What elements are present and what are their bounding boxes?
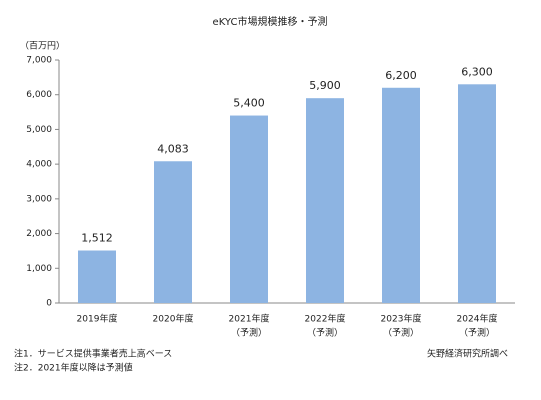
- bar: [154, 161, 192, 303]
- data-label: 5,400: [233, 97, 265, 110]
- y-tick-label: 3,000: [26, 194, 52, 204]
- bar: [78, 250, 116, 303]
- x-tick-label: （予測）: [459, 327, 495, 339]
- note: 注2．2021年度以降は予測値: [14, 362, 133, 374]
- y-tick-label: 4,000: [26, 160, 52, 170]
- x-tick-label: 2024年度: [457, 313, 498, 325]
- x-tick-label: （予測）: [231, 327, 267, 339]
- data-label: 5,900: [309, 79, 341, 92]
- y-unit: （百万円）: [20, 41, 65, 52]
- chart-title: eKYC市場規模推移・予測: [213, 15, 328, 28]
- y-tick-label: 5,000: [26, 125, 52, 135]
- x-tick-label: （予測）: [383, 327, 419, 339]
- x-tick-label: 2023年度: [381, 313, 422, 325]
- x-tick-label: 2019年度: [77, 313, 118, 325]
- bar: [458, 84, 496, 303]
- x-tick-label: （予測）: [307, 327, 343, 339]
- y-tick-label: 7,000: [26, 56, 52, 66]
- data-label: 6,200: [385, 69, 417, 82]
- y-tick-label: 0: [46, 299, 52, 309]
- y-tick-label: 2,000: [26, 229, 52, 239]
- x-tick-label: 2020年度: [153, 313, 194, 325]
- data-label: 6,300: [461, 65, 493, 78]
- bar: [382, 87, 420, 304]
- bar: [306, 98, 344, 303]
- bar: [230, 115, 268, 304]
- x-tick-label: 2021年度: [229, 313, 270, 325]
- source: 矢野経済研究所調べ: [427, 348, 508, 360]
- data-label: 1,512: [81, 232, 113, 245]
- x-tick-label: 2022年度: [305, 313, 346, 325]
- note: 注1．サービス提供事業者売上高ベース: [14, 348, 172, 360]
- y-tick-label: 1,000: [26, 264, 52, 274]
- data-label: 4,083: [157, 142, 189, 155]
- y-tick-label: 6,000: [26, 90, 52, 100]
